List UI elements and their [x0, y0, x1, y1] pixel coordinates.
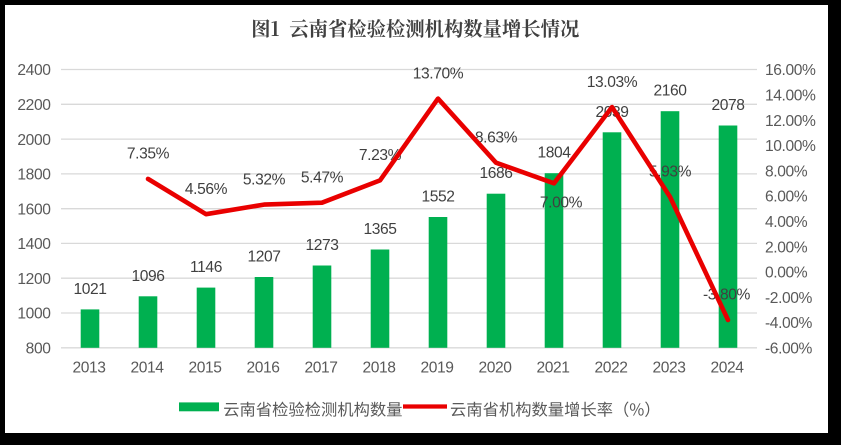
svg-text:2013: 2013 [72, 360, 105, 377]
svg-text:1552: 1552 [421, 189, 454, 206]
svg-text:7.35%: 7.35% [127, 146, 170, 163]
svg-text:0.00%: 0.00% [765, 265, 808, 282]
svg-text:1400: 1400 [17, 236, 51, 253]
svg-text:2000: 2000 [17, 132, 51, 149]
svg-text:2017: 2017 [304, 360, 337, 377]
svg-text:1146: 1146 [190, 259, 222, 276]
svg-text:2018: 2018 [362, 360, 395, 377]
svg-text:8.63%: 8.63% [475, 130, 518, 147]
svg-text:8.00%: 8.00% [765, 163, 808, 180]
svg-text:5.93%: 5.93% [649, 164, 692, 181]
svg-text:1365: 1365 [363, 221, 397, 238]
svg-text:2015: 2015 [188, 360, 222, 377]
svg-text:-2.00%: -2.00% [765, 290, 813, 307]
svg-text:6.00%: 6.00% [765, 189, 808, 206]
svg-text:2200: 2200 [17, 97, 51, 114]
svg-text:5.47%: 5.47% [301, 170, 344, 187]
svg-text:2014: 2014 [130, 360, 164, 377]
svg-text:4.00%: 4.00% [765, 214, 808, 231]
svg-text:1804: 1804 [537, 145, 571, 162]
svg-text:4.56%: 4.56% [185, 181, 228, 198]
svg-text:2400: 2400 [17, 62, 51, 79]
svg-text:16.00%: 16.00% [765, 62, 816, 79]
svg-text:1600: 1600 [17, 201, 51, 218]
svg-text:1096: 1096 [131, 268, 164, 285]
svg-text:13.03%: 13.03% [587, 74, 638, 91]
svg-text:2019: 2019 [420, 360, 453, 377]
svg-text:7.00%: 7.00% [540, 195, 583, 212]
svg-text:2022: 2022 [594, 360, 627, 377]
svg-text:2023: 2023 [652, 360, 685, 377]
svg-text:1000: 1000 [17, 306, 51, 323]
svg-text:1800: 1800 [17, 167, 51, 184]
svg-text:2016: 2016 [246, 360, 279, 377]
svg-text:14.00%: 14.00% [765, 88, 816, 105]
svg-text:12.00%: 12.00% [765, 113, 816, 130]
svg-text:-3.80%: -3.80% [703, 287, 751, 304]
svg-text:800: 800 [26, 341, 52, 358]
svg-text:2.00%: 2.00% [765, 239, 808, 256]
svg-text:13.70%: 13.70% [413, 65, 464, 82]
svg-text:2160: 2160 [653, 83, 687, 100]
svg-text:7.23%: 7.23% [359, 147, 402, 164]
svg-text:-6.00%: -6.00% [765, 341, 813, 358]
svg-text:2020: 2020 [478, 360, 512, 377]
svg-text:1686: 1686 [479, 165, 512, 182]
svg-text:2078: 2078 [711, 97, 744, 114]
svg-text:1200: 1200 [17, 271, 51, 288]
svg-text:1273: 1273 [305, 237, 338, 254]
svg-text:2021: 2021 [536, 360, 569, 377]
svg-text:2024: 2024 [710, 360, 744, 377]
svg-text:1021: 1021 [73, 281, 106, 298]
svg-text:-4.00%: -4.00% [765, 315, 813, 332]
svg-text:10.00%: 10.00% [765, 138, 816, 155]
svg-text:5.32%: 5.32% [243, 171, 286, 188]
svg-text:1207: 1207 [247, 249, 280, 266]
